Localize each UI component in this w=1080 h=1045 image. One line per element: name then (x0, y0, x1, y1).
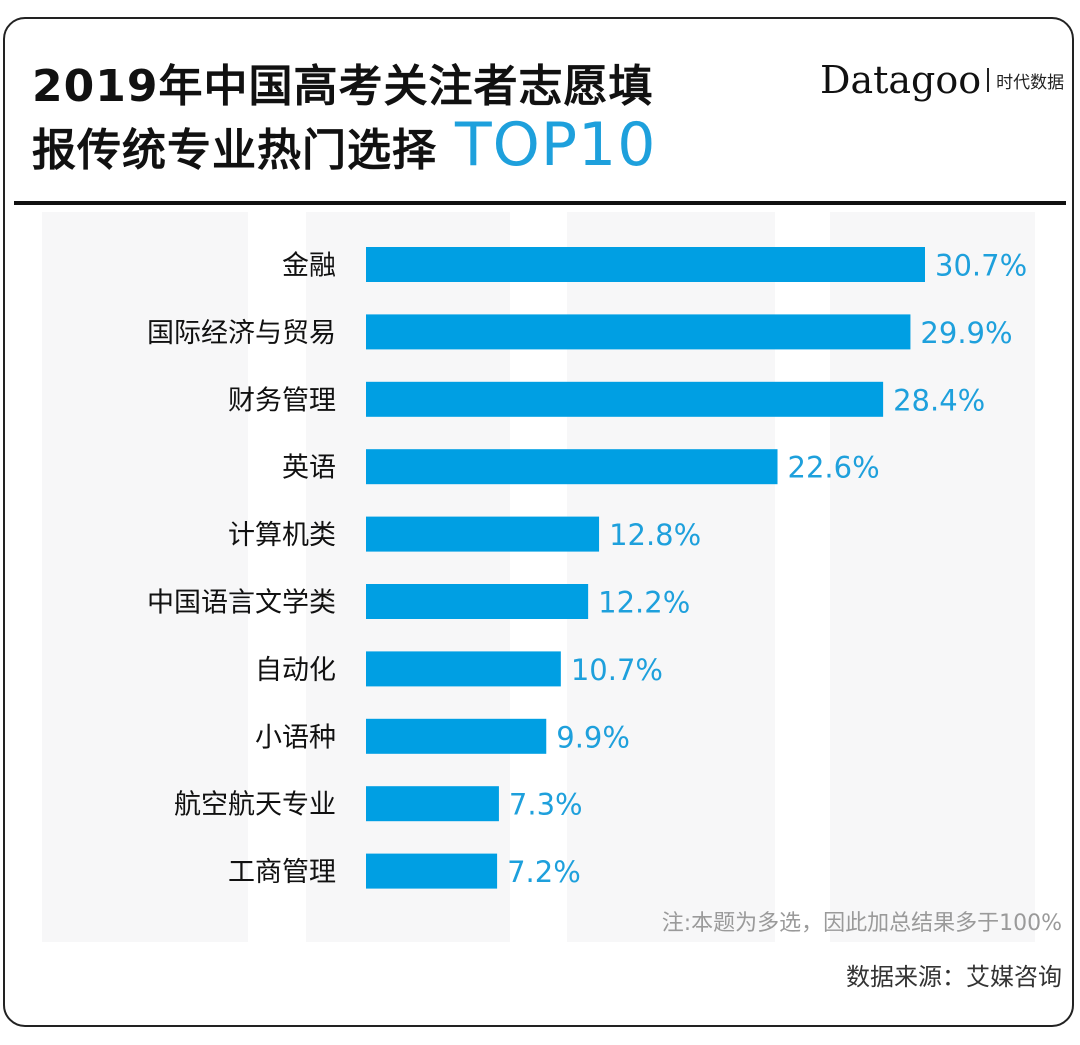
bar-6 (366, 651, 561, 687)
category-label: 国际经济与贸易 (147, 318, 336, 349)
category-label: 计算机类 (228, 520, 336, 551)
bar-3 (366, 449, 778, 485)
value-label: 7.3% (509, 788, 583, 822)
title-line-1: 2019年中国高考关注者志愿填 (32, 61, 654, 112)
bar-9 (366, 853, 498, 889)
bar-0 (366, 247, 925, 282)
bar-2 (366, 381, 884, 417)
title-line-2: 报传统专业热门选择 TOP10 (32, 115, 656, 180)
logo-subtitle: 时代数据 (996, 72, 1065, 93)
category-label: 工商管理 (228, 857, 336, 888)
category-label: 金融 (282, 251, 336, 282)
value-label: 22.6% (788, 451, 880, 485)
value-label: 12.2% (598, 586, 690, 620)
data-source: 数据来源：艾媒咨询 (846, 963, 1062, 991)
bar-5 (366, 584, 589, 619)
title-accent: TOP10 (455, 110, 657, 180)
value-label: 29.9% (920, 316, 1012, 350)
category-label: 中国语言文学类 (147, 588, 336, 619)
value-label: 10.7% (571, 653, 663, 687)
value-label: 28.4% (893, 383, 985, 417)
category-label: 小语种 (255, 722, 336, 753)
category-label: 自动化 (255, 655, 336, 686)
bar-4 (366, 516, 600, 552)
title-divider (14, 201, 1066, 205)
category-label: 财务管理 (228, 385, 336, 416)
category-label: 英语 (282, 453, 336, 484)
chart-title: 2019年中国高考关注者志愿填 报传统专业热门选择 TOP10 (32, 58, 656, 180)
logo-wordmark: Datagoo (820, 58, 982, 102)
bar-1 (366, 314, 911, 350)
logo-divider (987, 68, 990, 92)
title-line-2-text: 报传统专业热门选择 (32, 125, 437, 176)
value-label: 9.9% (556, 720, 630, 754)
value-label: 12.8% (609, 518, 701, 552)
brand-logo: Datagoo 时代数据 (820, 58, 1064, 102)
chart-note: 注:本题为多选，因此加总结果多于100% (661, 911, 1062, 936)
value-label: 30.7% (935, 249, 1027, 283)
bar-8 (366, 786, 499, 822)
value-label: 7.2% (507, 855, 581, 889)
bar-7 (366, 718, 547, 754)
background-stripe (42, 212, 248, 942)
category-label: 航空航天专业 (174, 790, 336, 821)
